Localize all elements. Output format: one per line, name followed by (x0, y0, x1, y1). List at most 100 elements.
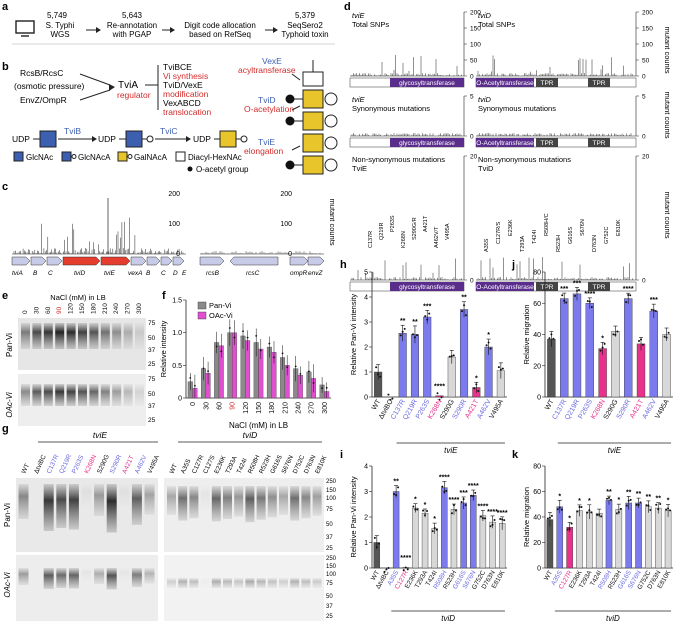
y-tick-label: 3 (364, 489, 368, 496)
g-mw-bottom: 50 (326, 594, 333, 600)
data-point (414, 508, 417, 511)
legend-glcnac: GlcNAc (26, 153, 53, 162)
regulator-osmotic: (osmotic pressure) (14, 81, 85, 91)
data-point (452, 504, 455, 507)
arrow-tvic: TviC (160, 126, 177, 136)
c-gene-arrow (160, 256, 173, 266)
g-band-right-panvi (267, 486, 277, 518)
f-data-point (286, 366, 289, 369)
data-point (635, 503, 638, 506)
e-mw-37-bot: 37 (148, 403, 156, 410)
e-band-oacvi (32, 384, 42, 406)
data-point (639, 501, 642, 504)
g-band-right-oacvi (256, 578, 266, 588)
data-point (574, 294, 576, 297)
f-data-point (220, 350, 223, 353)
legend-galnaca: GalNAcA (134, 153, 168, 162)
bar-P263S (585, 303, 594, 398)
data-point (503, 519, 506, 522)
d-tvid-mutation: E810K (616, 219, 622, 236)
d-tvid-mutation: C127R/S (496, 221, 502, 244)
g-mw-top: 75 (326, 507, 333, 513)
d-domain-tpr (588, 138, 610, 147)
d-domain-label: TPR (541, 140, 554, 147)
f-legend-swatch-OAc-Vi (197, 311, 207, 320)
data-point (411, 333, 414, 336)
g-blot-right-top (164, 478, 324, 552)
g-band-right-oacvi (178, 578, 188, 588)
data-point (568, 527, 571, 530)
f-legend-label: OAc-Vi (209, 311, 233, 320)
data-point (426, 318, 429, 321)
e-lane-labels: 0 30 60 90 120 150 180 210 240 270 300 (22, 303, 143, 314)
data-point (667, 507, 670, 510)
significance-A35S: * (558, 493, 561, 500)
data-point (654, 309, 657, 312)
panel-letter-e: e (2, 290, 8, 302)
data-point (422, 509, 425, 512)
significance-S676N: ** (636, 491, 642, 498)
bar-K268N (435, 395, 444, 398)
data-point (389, 398, 392, 401)
panel-a: 5,749 S. Typhi WGS 5,643 Re-annotation w… (12, 11, 335, 45)
c-ytick-100-left: 100 (168, 221, 180, 228)
e-band-panvi (112, 323, 122, 349)
e-lane-label: 180 (90, 303, 97, 314)
data-point (570, 522, 573, 525)
data-point (464, 504, 467, 507)
d-tick-label: 5 (642, 94, 646, 101)
vi-polymer (285, 60, 338, 175)
e-band-oacvi (135, 384, 144, 406)
count-wgs: 5,749 (47, 11, 68, 20)
d-row-subtitle: Total SNPs (478, 20, 515, 29)
y-tick-label: 0 (364, 566, 368, 573)
significance-R508H: **** (439, 474, 450, 481)
sugar-legend: GlcNAc GlcNAcA GalNAcA Diacyl-HexNAc O-a… (13, 151, 249, 174)
data-point (603, 342, 606, 345)
y-tick-label: 80 (533, 464, 541, 471)
e-mw-50-bot: 50 (148, 391, 156, 398)
d-domain-glycosyltransferase (390, 138, 464, 147)
d-tvid-mutation: E236K (508, 219, 514, 236)
y-tick-label: 20 (533, 540, 541, 547)
data-point (428, 312, 431, 315)
f-x-label: 30 (203, 402, 210, 410)
c-gene-arrow (199, 256, 225, 266)
data-point (550, 514, 553, 517)
data-point (487, 341, 490, 344)
f-data-point (281, 352, 284, 355)
e-title: NaCl (mM) in LB (50, 293, 105, 302)
significance-A462V: *** (650, 297, 658, 304)
g-band-right-panvi (256, 486, 266, 520)
data-point (586, 511, 589, 514)
bar-T424I (431, 528, 438, 569)
e-lane-label: 150 (79, 303, 86, 314)
f-x-label: 240 (296, 402, 303, 414)
c-gene-label: tviE (104, 270, 116, 277)
y-tick-label: 40 (533, 332, 541, 339)
e-lane-label: 270 (125, 303, 132, 314)
c-gene-label: C (161, 270, 166, 277)
data-point (616, 330, 619, 333)
f-x-label: 300 (322, 402, 329, 414)
g-row-oacvi: OAc-Vi (3, 572, 12, 597)
data-point (438, 398, 441, 401)
f-data-point (202, 367, 205, 370)
d-tvid-mutation: A35S (484, 238, 490, 252)
d-tick-label: 50 (642, 58, 650, 65)
f-data-point (242, 330, 244, 333)
e-band-panvi (32, 323, 42, 349)
g-band-right-panvi (178, 486, 188, 521)
data-point (638, 339, 640, 342)
e-lane-label: 240 (113, 303, 120, 314)
data-point (657, 508, 660, 511)
g-band-left-panvi (144, 484, 155, 515)
data-point (403, 327, 406, 330)
data-point (576, 289, 578, 292)
data-point (393, 493, 396, 496)
bar-Q219R (572, 293, 582, 398)
g-band-left-panvi (94, 484, 105, 516)
data-point (491, 523, 494, 526)
